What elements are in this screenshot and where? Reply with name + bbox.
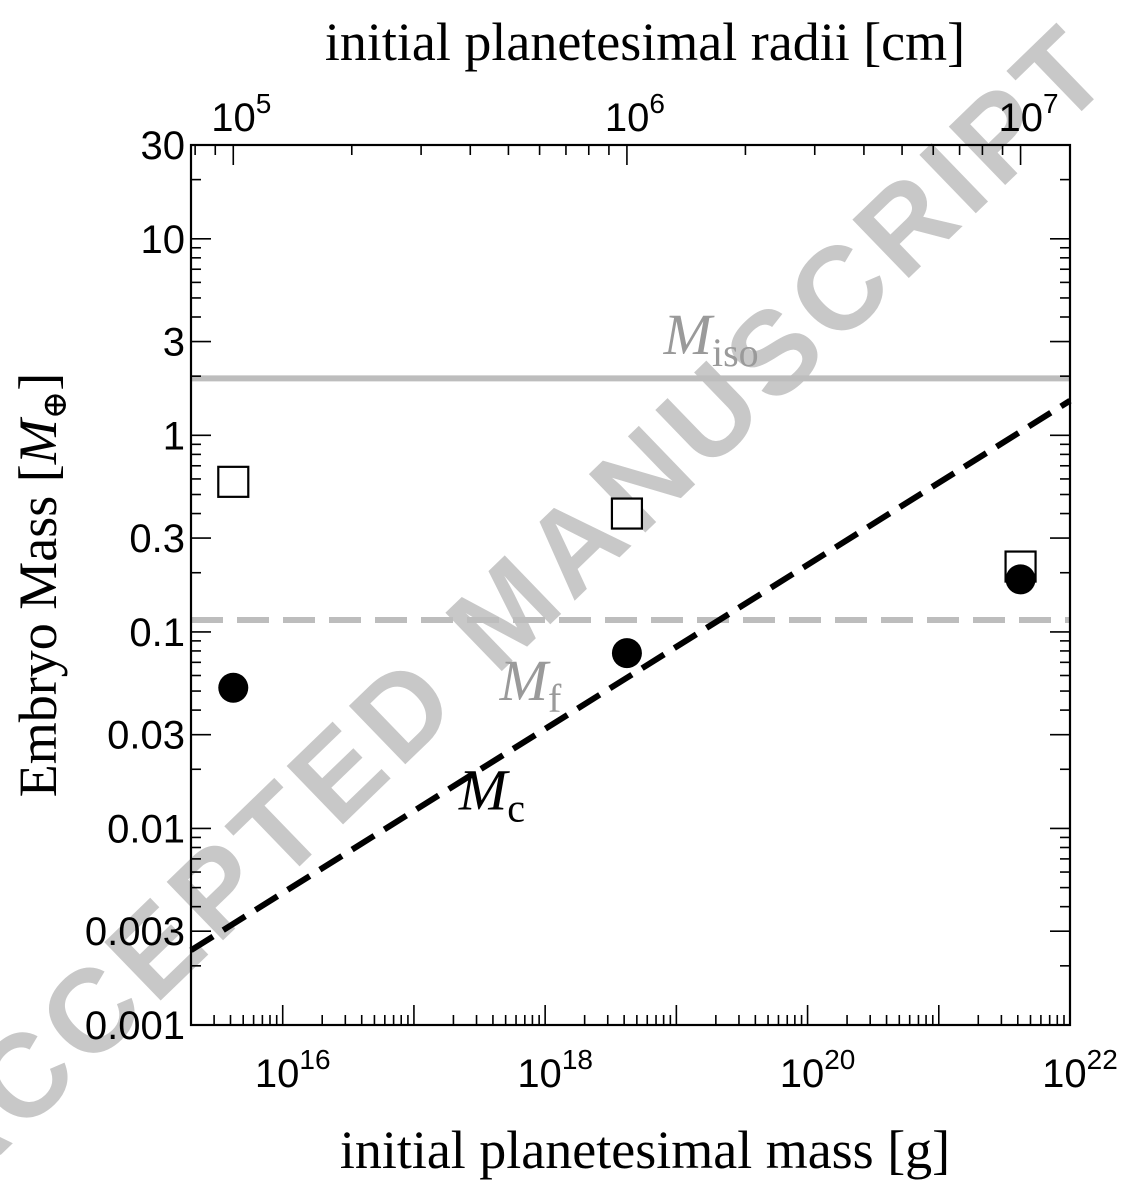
marker-square [610,497,644,530]
marker-circle [1005,564,1036,595]
marker-square [217,465,250,498]
labels: initial planetesimal mass [g] initial pl… [8,12,965,1180]
x2-tick-label: 107 [999,88,1059,140]
line-label-f: Mf [499,648,562,721]
y-axis-title-close: ] [8,373,68,391]
x2-tick-label: 105 [211,88,271,140]
line-label-iso: Miso [663,302,759,375]
y-tick-label: 10 [141,218,186,262]
x-tick-label: 1020 [780,1044,856,1096]
top-axis-title: initial planetesimal radii [cm] [325,12,965,72]
y-tick-label: 0.001 [85,1004,185,1048]
y-tick-label: 0.003 [85,910,185,954]
y-tick-label: 0.1 [129,611,185,655]
y-axis-title: Embryo Mass [M⊕] [8,373,74,797]
x2-tick-label: 106 [605,88,665,140]
y-tick-label: 3 [163,321,185,365]
marker-circle [611,638,642,669]
y-tick-label: 0.01 [107,807,185,851]
marker-circle [218,672,249,703]
x-tick-label: 1022 [1042,1044,1118,1096]
y-tick-label: 30 [141,124,186,168]
y-axis-title-main: Embryo Mass [ [8,464,68,797]
plot-area: Miso Mf Mc [189,302,1072,953]
x-tick-label: 1018 [517,1044,593,1096]
x-tick-label: 1016 [255,1044,331,1096]
y-tick-label: 1 [163,414,185,458]
y-tick-label: 0.03 [107,714,185,758]
axes: 30 10 3 1 0.3 0.1 0.03 0.01 0.003 0.001 1016 1018 10… [85,88,1118,1096]
line-c [189,398,1072,953]
x-axis-title: initial planetesimal mass [g] [340,1120,950,1180]
y-tick-label: 0.3 [129,517,185,561]
line-label-c: Mc [458,757,525,830]
y-axis-title-subscript: ⊕ [37,391,74,420]
plot-frame [189,143,1072,1027]
y-axis-title-symbol: M [8,416,68,465]
